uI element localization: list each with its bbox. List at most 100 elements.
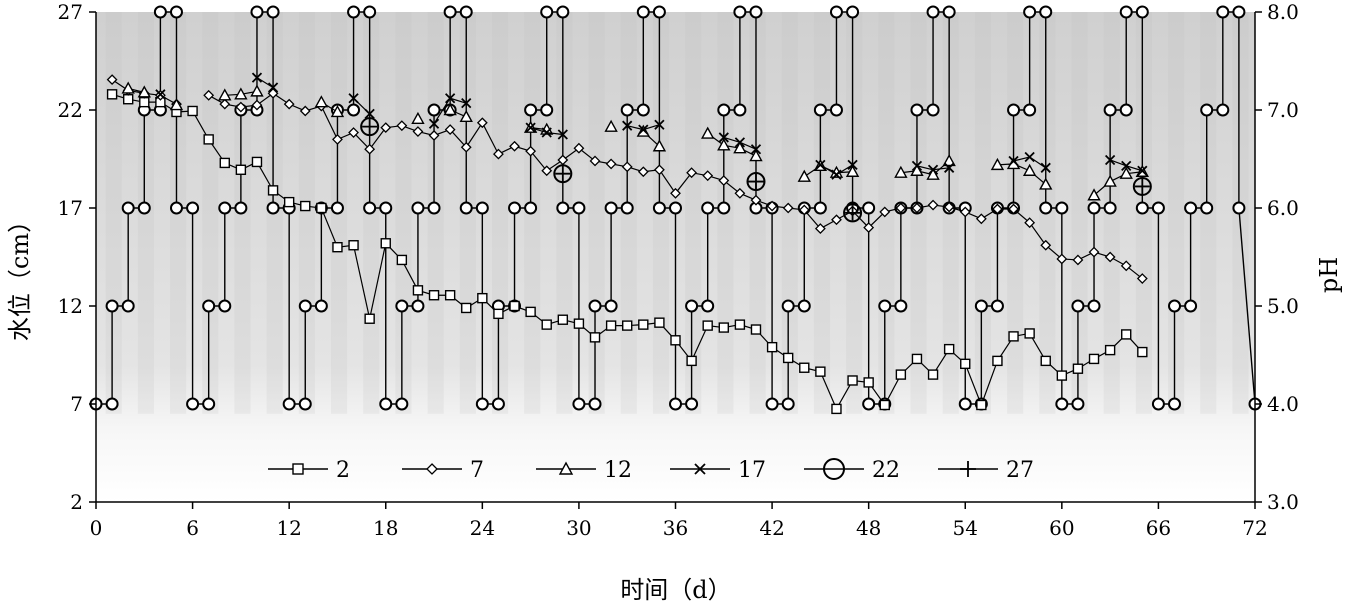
series-7-point <box>203 89 215 101</box>
series-7-point <box>1040 239 1052 251</box>
water-level-point <box>669 201 682 215</box>
y-tick-label: 2 <box>70 490 83 514</box>
series-12-point <box>749 149 763 162</box>
series-2-point <box>219 157 230 169</box>
x-tick-label: 36 <box>663 516 688 540</box>
water-level-point <box>636 5 650 19</box>
water-level-point <box>990 299 1004 313</box>
water-level-point <box>1055 397 1069 411</box>
series-17-point <box>944 162 955 173</box>
water-level-point <box>652 201 666 215</box>
water-level-point <box>427 201 441 215</box>
series-12-point <box>330 105 345 118</box>
water-level-point <box>411 299 425 313</box>
series-7-point <box>653 164 665 176</box>
legend: 2 7 12 17 22 27 <box>268 458 1034 483</box>
series-7-point <box>863 222 875 234</box>
y2-tick-label: 4.0 <box>1267 392 1299 416</box>
series-2-point <box>348 240 359 251</box>
water-level-point <box>942 5 956 19</box>
water-level-point <box>1007 103 1021 117</box>
series-7-point <box>831 214 842 226</box>
series-2-point <box>799 362 810 373</box>
series-7-point <box>911 202 923 214</box>
water-level-point <box>1055 201 1069 215</box>
water-level-point <box>1119 103 1133 117</box>
series-7-point <box>444 124 456 136</box>
water-level-point <box>1039 5 1053 19</box>
y-tick-label: 27 <box>58 0 83 24</box>
water-level-point <box>781 299 795 313</box>
series-2-point <box>702 320 713 331</box>
series-12-point <box>1087 188 1101 201</box>
water-level-point <box>1071 397 1085 411</box>
series-17-point <box>1024 151 1035 163</box>
series-22-point <box>823 458 845 480</box>
water-level-point <box>749 5 763 19</box>
series-7-point <box>702 170 714 182</box>
series-7-point <box>879 206 891 218</box>
series-2-point <box>203 134 214 145</box>
water-level-point <box>1151 201 1165 215</box>
series-7-point <box>460 141 472 153</box>
series-17-point <box>1008 155 1019 167</box>
background-band <box>1071 12 1088 414</box>
water-level-point <box>540 103 554 117</box>
water-level-point <box>1135 5 1149 19</box>
series-2-point <box>895 369 907 380</box>
water-level-point <box>572 201 586 215</box>
series-2-point <box>1121 329 1132 340</box>
series-12-point <box>137 85 151 98</box>
series-7-point <box>814 223 826 234</box>
series-7-point <box>959 206 971 218</box>
series-22-point <box>1132 176 1152 196</box>
water-level-point <box>218 201 232 215</box>
series-2-point <box>589 332 601 343</box>
water-level-point <box>1135 201 1149 215</box>
series-7-point <box>106 74 118 86</box>
series-7-point <box>589 155 601 167</box>
series-17-point <box>1121 160 1132 171</box>
series-2-point <box>992 355 1003 367</box>
series-12-point <box>604 119 618 132</box>
series-27-point <box>960 461 976 477</box>
background-band <box>395 12 412 414</box>
water-level-point <box>685 299 699 313</box>
series-12-point <box>218 88 232 101</box>
x-tick-label: 24 <box>470 516 495 540</box>
series-7-point <box>332 133 343 145</box>
series-2-point <box>815 366 826 377</box>
series-2-point <box>525 306 536 318</box>
series-17-point <box>1137 165 1148 176</box>
water-level-point <box>508 201 522 215</box>
series-17-point <box>750 144 762 155</box>
background-band <box>974 12 992 414</box>
background-band <box>685 12 702 414</box>
series-2-point <box>686 355 697 367</box>
series-17-point <box>155 89 166 100</box>
x-tick-label: 42 <box>759 516 784 540</box>
series-2-point <box>428 290 440 301</box>
series-2-point <box>960 358 971 370</box>
series-12-point <box>234 87 248 100</box>
legend-item-27: 27 <box>938 458 1034 483</box>
series-22-point <box>843 203 863 223</box>
series-2-point <box>461 302 472 314</box>
water-level-point <box>813 201 827 215</box>
series-17-point <box>348 93 359 104</box>
y-axis-title: 水位（cm） <box>6 209 34 341</box>
series-7-point <box>299 105 311 117</box>
water-level-point <box>1216 5 1230 19</box>
series-7-point <box>895 202 907 214</box>
water-level-point <box>1200 201 1214 215</box>
water-level-point <box>475 201 489 215</box>
water-level-point <box>105 299 119 313</box>
series-12-point <box>250 84 264 97</box>
water-level-point <box>395 397 409 411</box>
series-12-point <box>411 111 425 125</box>
series-17-point <box>364 108 375 120</box>
x-tick-label: 60 <box>1049 516 1074 540</box>
water-level-point <box>636 103 650 117</box>
series-2-point <box>750 324 762 335</box>
water-level-point <box>572 397 586 411</box>
